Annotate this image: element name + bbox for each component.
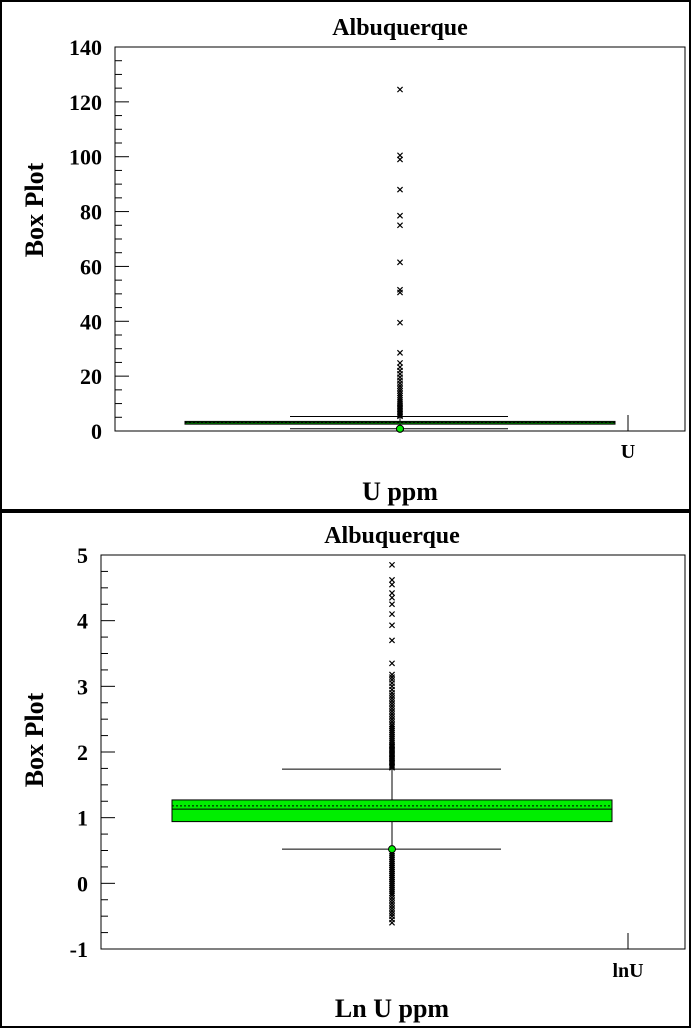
outlier-high-stroke — [396, 385, 404, 392]
outlier-high — [396, 396, 404, 404]
outlier-high — [396, 387, 404, 394]
y-tick-label: 80 — [80, 200, 102, 225]
outlier-low-stroke — [388, 890, 396, 897]
panel-1-ylabel: Box Plot — [20, 162, 49, 257]
outlier-high — [396, 385, 404, 392]
outlier-high — [388, 590, 396, 597]
outlier-high — [396, 212, 404, 219]
outlier-high — [396, 390, 404, 397]
outlier-high — [388, 637, 396, 644]
outlier-high — [396, 152, 404, 159]
iqr-box — [171, 799, 613, 823]
outlier-high — [388, 723, 396, 730]
outlier-high — [388, 611, 396, 618]
outlier-low-stroke — [388, 919, 396, 926]
outlier-high — [396, 286, 404, 293]
outlier-high-stroke — [396, 212, 404, 219]
outlier-high-stroke — [396, 390, 404, 397]
low-value-marker — [396, 424, 404, 433]
outlier-high — [396, 392, 404, 399]
outlier-low — [388, 919, 396, 926]
outlier-high-stroke — [388, 561, 396, 568]
y-tick-label: 60 — [80, 254, 102, 279]
outlier-high-stroke — [396, 86, 404, 93]
y-tick-label: 0 — [91, 419, 102, 444]
outlier-high — [388, 622, 396, 629]
y-tick-label: -1 — [70, 937, 88, 962]
outlier-high-stroke — [396, 286, 404, 293]
outlier-high — [388, 576, 396, 583]
panel-1-title: Albuquerque — [332, 15, 468, 41]
y-tick-label: 140 — [69, 35, 102, 60]
outlier-high — [396, 222, 404, 229]
outlier-high-stroke — [396, 387, 404, 394]
outlier-high — [396, 289, 404, 296]
y-tick-label: 120 — [69, 90, 102, 115]
outlier-high-stroke — [388, 594, 396, 601]
outlier-high-stroke — [388, 576, 396, 583]
outlier-high-stroke — [388, 671, 396, 678]
panel-2-title: Albuquerque — [324, 523, 460, 549]
outlier-high-stroke — [396, 319, 404, 326]
y-tick-label: 3 — [77, 674, 88, 699]
outlier-high-stroke — [388, 622, 396, 629]
y-tick-label: 4 — [77, 609, 88, 634]
panel-2-category-label: lnU — [612, 960, 643, 982]
outlier-high — [396, 319, 404, 326]
panel-2-ylabel: Box Plot — [20, 692, 49, 787]
outlier-low — [388, 890, 396, 897]
outlier-high-stroke — [396, 396, 404, 404]
outlier-high-stroke — [396, 394, 404, 401]
panel-1-category-label: U — [621, 441, 635, 463]
outlier-high-stroke — [388, 723, 396, 730]
outlier-high-stroke — [396, 259, 404, 266]
panel-1-frame — [0, 0, 691, 511]
y-tick-label: 100 — [69, 145, 102, 170]
y-tick-label: 0 — [77, 871, 88, 896]
outlier-high — [388, 594, 396, 601]
outlier-high-stroke — [396, 359, 404, 367]
panel-2-xlabel: Ln U ppm — [335, 994, 449, 1023]
outlier-high — [396, 359, 404, 367]
outlier-high-stroke — [388, 611, 396, 618]
outlier-high — [396, 86, 404, 93]
y-tick-label: 1 — [77, 806, 88, 831]
outlier-high — [396, 394, 404, 401]
y-tick-label: 2 — [77, 740, 88, 765]
panel-1-xlabel: U ppm — [362, 477, 438, 506]
lower-whisker-marker — [388, 845, 396, 854]
outlier-high-stroke — [396, 152, 404, 159]
outlier-high-stroke — [396, 222, 404, 229]
outlier-high-stroke — [396, 186, 404, 193]
outlier-high — [388, 561, 396, 568]
outlier-high-stroke — [388, 601, 396, 608]
outlier-high-stroke — [396, 349, 404, 356]
outlier-high — [388, 671, 396, 678]
outlier-high-stroke — [396, 392, 404, 399]
outlier-high — [396, 186, 404, 193]
outlier-high-stroke — [388, 637, 396, 644]
outlier-high-stroke — [388, 590, 396, 597]
panel-2-frame — [0, 511, 691, 1028]
y-tick-label: 40 — [80, 309, 102, 334]
y-tick-label: 5 — [77, 543, 88, 568]
outlier-high-stroke — [388, 660, 396, 667]
outlier-high-stroke — [388, 581, 396, 588]
outlier-high — [388, 581, 396, 588]
outlier-high — [388, 601, 396, 608]
outlier-high — [396, 259, 404, 266]
outlier-high — [396, 349, 404, 356]
outlier-high — [388, 660, 396, 667]
y-tick-label: 20 — [80, 364, 102, 389]
